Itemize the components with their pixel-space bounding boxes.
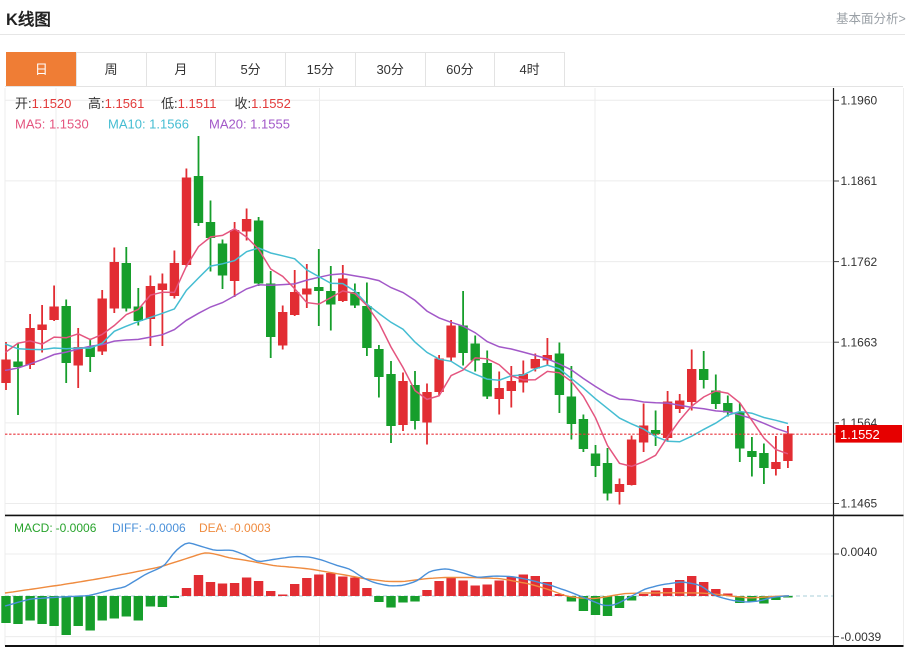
svg-text:1.1663: 1.1663	[841, 335, 878, 349]
svg-text:0.0040: 0.0040	[841, 545, 878, 559]
svg-text:-0.0039: -0.0039	[841, 630, 882, 644]
svg-text:1.1861: 1.1861	[841, 174, 878, 188]
svg-text:1.1552: 1.1552	[840, 427, 880, 442]
svg-text:1.1465: 1.1465	[841, 497, 878, 511]
svg-text:1.1762: 1.1762	[841, 255, 878, 269]
svg-text:1.1960: 1.1960	[841, 94, 878, 108]
